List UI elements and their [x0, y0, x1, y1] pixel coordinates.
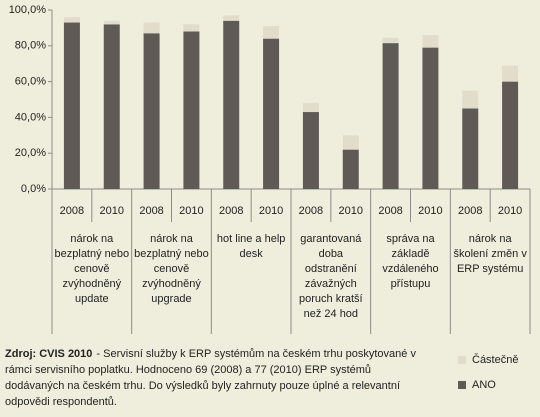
x-tick-label: 2008 [378, 205, 402, 217]
y-tick-label: 60,0% [15, 76, 46, 88]
bar-segment [422, 35, 439, 48]
x-tick-label: 2008 [458, 205, 482, 217]
bar-segment [223, 20, 240, 189]
y-tick-label: 0,0% [21, 183, 46, 195]
group-label: správa na základě vzdáleného přístupu [382, 233, 439, 290]
bar-segment [183, 31, 200, 190]
bar-segment [103, 24, 120, 189]
x-tick-label: 2008 [219, 205, 243, 217]
x-tick-label: 2008 [60, 205, 84, 217]
bar-segment [302, 112, 319, 189]
x-tick-label: 2010 [259, 205, 283, 217]
bar-segment [103, 20, 120, 25]
legend-swatch [458, 356, 466, 364]
bar-segment [263, 26, 280, 39]
legend-swatch [458, 381, 466, 389]
y-tick-label: 20,0% [15, 147, 46, 159]
bar-segment [223, 15, 240, 21]
bar-segment [462, 108, 479, 189]
group-label: hot line a help desk [216, 233, 286, 260]
bar-segment [143, 22, 160, 34]
source-text: - Servisní služby k ERP systémům na česk… [5, 348, 416, 408]
x-tick-label: 2010 [339, 205, 363, 217]
bar-segment [143, 33, 160, 189]
bar-segment [302, 103, 319, 113]
group-label: nárok na bezplatný nebo cenově zvýhodněn… [54, 233, 130, 305]
legend-label: ANO [472, 379, 496, 391]
bar-segment [502, 81, 519, 189]
bar-segment [382, 37, 399, 44]
bar-segment [63, 22, 80, 190]
bar-segment [342, 149, 359, 189]
bar-segment [263, 38, 280, 189]
x-tick-label: 2010 [418, 205, 442, 217]
group-label: nárok na bezplatný nebo cenově zvýhodněn… [134, 233, 209, 305]
y-tick-label: 40,0% [15, 111, 46, 123]
group-label: nárok na školení změn v ERP systému [453, 233, 527, 275]
x-tick-label: 2010 [179, 205, 203, 217]
y-tick-label: 100,0% [9, 4, 47, 16]
x-tick-label: 2008 [139, 205, 163, 217]
x-tick-label: 2008 [299, 205, 323, 217]
source-note: Zdroj: CVIS 2010- Servisní služby k ERP … [5, 346, 423, 410]
bar-segment [183, 24, 200, 32]
x-tick-label: 2010 [100, 205, 124, 217]
bar-segment [382, 43, 399, 189]
source-label: Zdroj: CVIS 2010 [5, 348, 93, 360]
group-label: garantovaná doba odstranění závažných po… [299, 233, 363, 320]
bar-segment [422, 47, 439, 190]
legend-label: Částečně [472, 353, 518, 366]
bar-segment [462, 90, 479, 109]
x-tick-label: 2010 [498, 205, 522, 217]
bar-segment [502, 65, 519, 82]
bar-segment [342, 135, 359, 150]
bar-segment [63, 17, 80, 23]
y-tick-label: 80,0% [15, 40, 46, 52]
